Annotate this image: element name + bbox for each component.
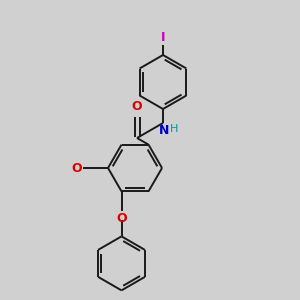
Text: I: I bbox=[161, 31, 165, 44]
Text: H: H bbox=[170, 124, 178, 134]
Text: O: O bbox=[71, 161, 82, 175]
Text: O: O bbox=[116, 212, 127, 225]
Text: N: N bbox=[159, 124, 169, 137]
Text: O: O bbox=[132, 100, 142, 113]
